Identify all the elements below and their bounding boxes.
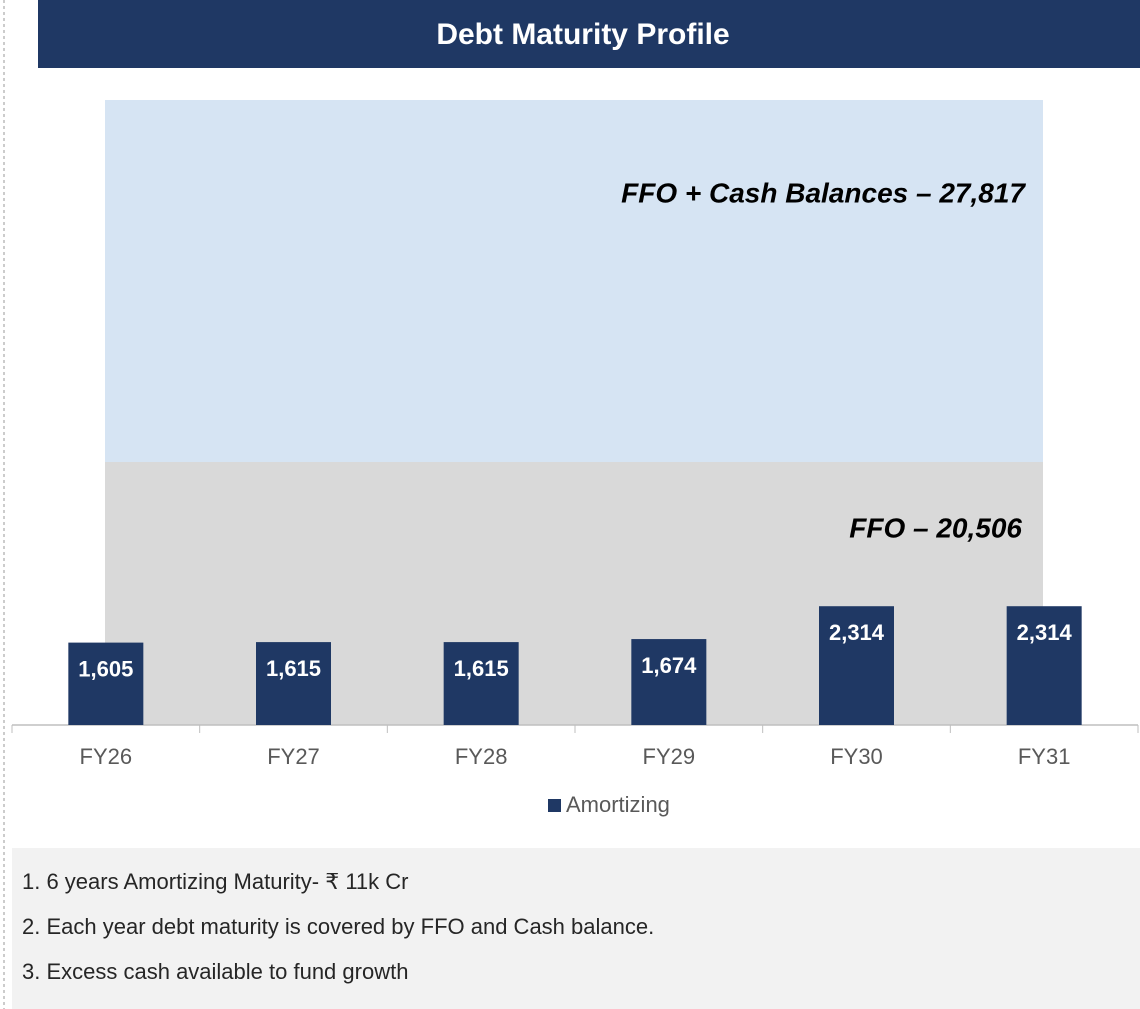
legend-label: Amortizing	[566, 792, 670, 817]
data-label: 2,314	[829, 620, 885, 645]
data-label: 1,674	[641, 653, 697, 678]
x-tick-label: FY27	[267, 744, 320, 769]
note: 3. Excess cash available to fund growth	[22, 959, 408, 984]
legend-swatch	[548, 799, 561, 812]
title-banner	[38, 0, 1140, 68]
data-label: 1,615	[266, 656, 321, 681]
annotation: FFO – 20,506	[849, 512, 1022, 543]
bar	[68, 642, 144, 725]
bar	[256, 642, 331, 725]
data-label: 1,615	[454, 656, 509, 681]
data-label: 1,605	[78, 656, 133, 681]
data-label: 2,314	[1017, 620, 1073, 645]
x-tick-label: FY31	[1018, 744, 1071, 769]
bar	[1006, 606, 1082, 725]
annotation: FFO + Cash Balances – 27,817	[621, 177, 1026, 208]
ffo-cash-region	[105, 100, 1043, 462]
chart-title: Debt Maturity Profile	[436, 18, 729, 51]
x-tick-label: FY26	[80, 744, 133, 769]
x-tick-label: FY30	[830, 744, 883, 769]
bar	[819, 606, 894, 725]
bar	[443, 642, 519, 725]
ffo-region	[105, 462, 1043, 725]
x-tick-label: FY28	[455, 744, 508, 769]
x-tick-label: FY29	[643, 744, 696, 769]
bar	[631, 639, 707, 725]
note: 2. Each year debt maturity is covered by…	[22, 914, 654, 939]
notes-box	[12, 848, 1140, 1009]
note: 1. 6 years Amortizing Maturity- ₹ 11k Cr	[22, 869, 408, 894]
